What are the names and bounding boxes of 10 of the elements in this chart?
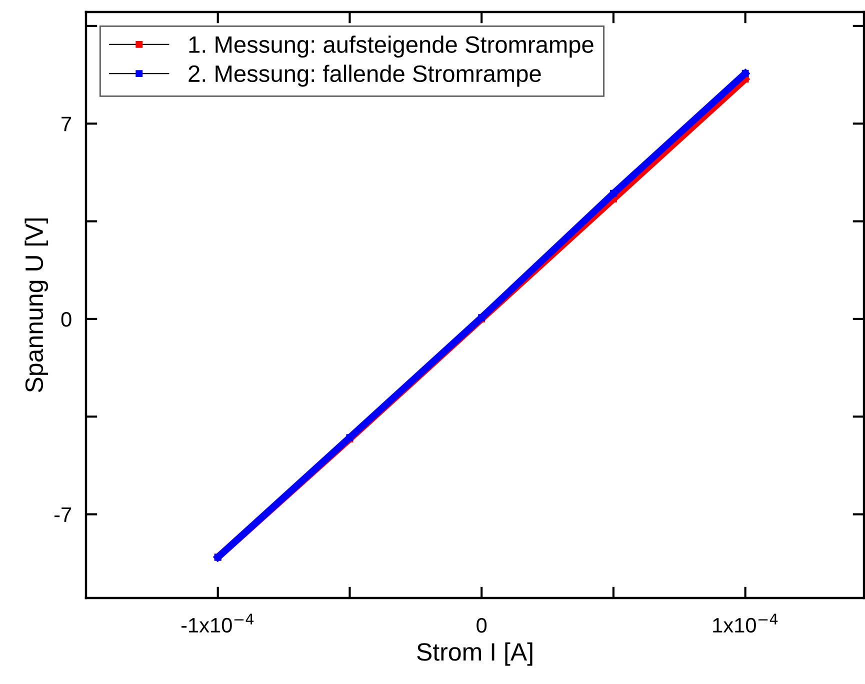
x-tick-label: 0 bbox=[476, 618, 487, 633]
x-tick-label: 1x10$^{−4}$ bbox=[713, 614, 778, 633]
x-axis-title: Strom I [A] bbox=[417, 642, 532, 666]
x-tick-label: -1x10$^{−4}$ bbox=[181, 614, 254, 633]
y-tick-label: 7 bbox=[62, 116, 72, 132]
legend-label: 2. Messung: fallende Stromrampe bbox=[188, 64, 541, 87]
legend-label: 1. Messung: aufsteigende Stromrampe bbox=[189, 36, 594, 58]
y-axis-title: Spannung U [V] bbox=[24, 218, 48, 392]
y-tick-label: 0 bbox=[61, 312, 72, 327]
y-tick-label: -7 bbox=[54, 508, 72, 522]
